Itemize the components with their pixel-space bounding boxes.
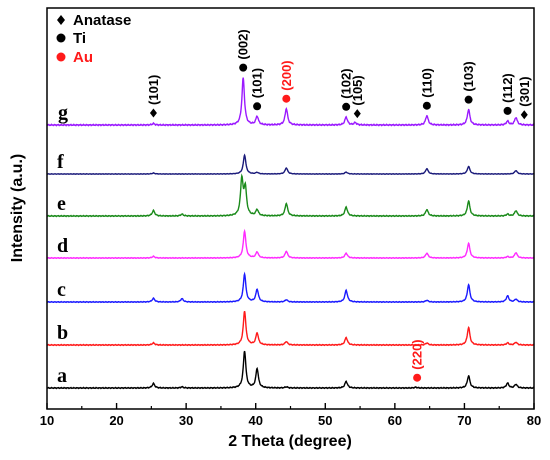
legend-marker-0 (57, 15, 65, 25)
peak-label-0: (101) (146, 75, 161, 105)
trace-e (46, 173, 535, 218)
sample-label-c: c (57, 279, 66, 301)
peak-label-10: (220) (410, 339, 425, 369)
sample-label-g: g (58, 102, 68, 124)
peak-label-7: (103) (461, 61, 476, 91)
x-tick-label-60: 60 (388, 413, 402, 428)
peak-labels: (101) (002) (101) (200) (102)(105) (110) (103)… (146, 29, 532, 382)
xrd-traces (46, 77, 535, 390)
x-tick-label-10: 10 (40, 413, 54, 428)
x-tick-label-20: 20 (109, 413, 123, 428)
peak-label-3: (200) (279, 60, 294, 90)
trace-a (46, 350, 535, 390)
x-tick-label-80: 80 (527, 413, 541, 428)
legend-marker-2 (56, 52, 66, 62)
sample-label-d: d (57, 235, 68, 257)
peak-marker-3 (282, 94, 291, 103)
peak-marker-0 (149, 108, 157, 118)
sample-label-a: a (57, 365, 67, 387)
trace-b (46, 310, 535, 347)
legend-label-2: Au (73, 49, 93, 66)
sample-label-e: e (57, 193, 66, 215)
peak-label-4: (102) (339, 68, 354, 98)
x-axis-ticks: 10 20 30 40 50 60 70 80 (40, 403, 541, 428)
peak-label-5: (105) (350, 75, 365, 105)
peak-marker-1 (239, 63, 248, 72)
peak-label-6: (110) (419, 68, 434, 98)
peak-marker-2 (253, 102, 262, 111)
peak-marker-9 (520, 110, 528, 120)
trace-g (46, 77, 535, 127)
legend-marker-1 (56, 33, 66, 43)
x-tick-label-70: 70 (457, 413, 471, 428)
peak-marker-6 (422, 101, 431, 110)
peak-marker-4 (342, 102, 351, 111)
trace-f (46, 153, 535, 176)
peak-marker-8 (503, 106, 512, 115)
x-tick-label-50: 50 (318, 413, 332, 428)
x-axis-title: 2 Theta (degree) (228, 433, 352, 450)
y-axis-title: Intensity (a.u.) (9, 154, 26, 262)
peak-label-1: (002) (236, 29, 251, 59)
trace-c (46, 271, 535, 304)
legend-label-1: Ti (73, 30, 86, 47)
peak-marker-7 (464, 95, 473, 104)
sample-label-b: b (57, 322, 68, 344)
peak-marker-5 (353, 109, 361, 119)
x-tick-label-30: 30 (179, 413, 193, 428)
peak-label-2: (101) (250, 68, 265, 98)
trace-d (46, 228, 535, 260)
legend-label-0: Anatase (73, 12, 131, 29)
peak-label-8: (112) (500, 73, 515, 103)
x-tick-label-40: 40 (248, 413, 262, 428)
peak-label-9: (301) (517, 76, 532, 106)
peak-marker-10 (413, 373, 422, 382)
sample-label-f: f (57, 151, 64, 173)
